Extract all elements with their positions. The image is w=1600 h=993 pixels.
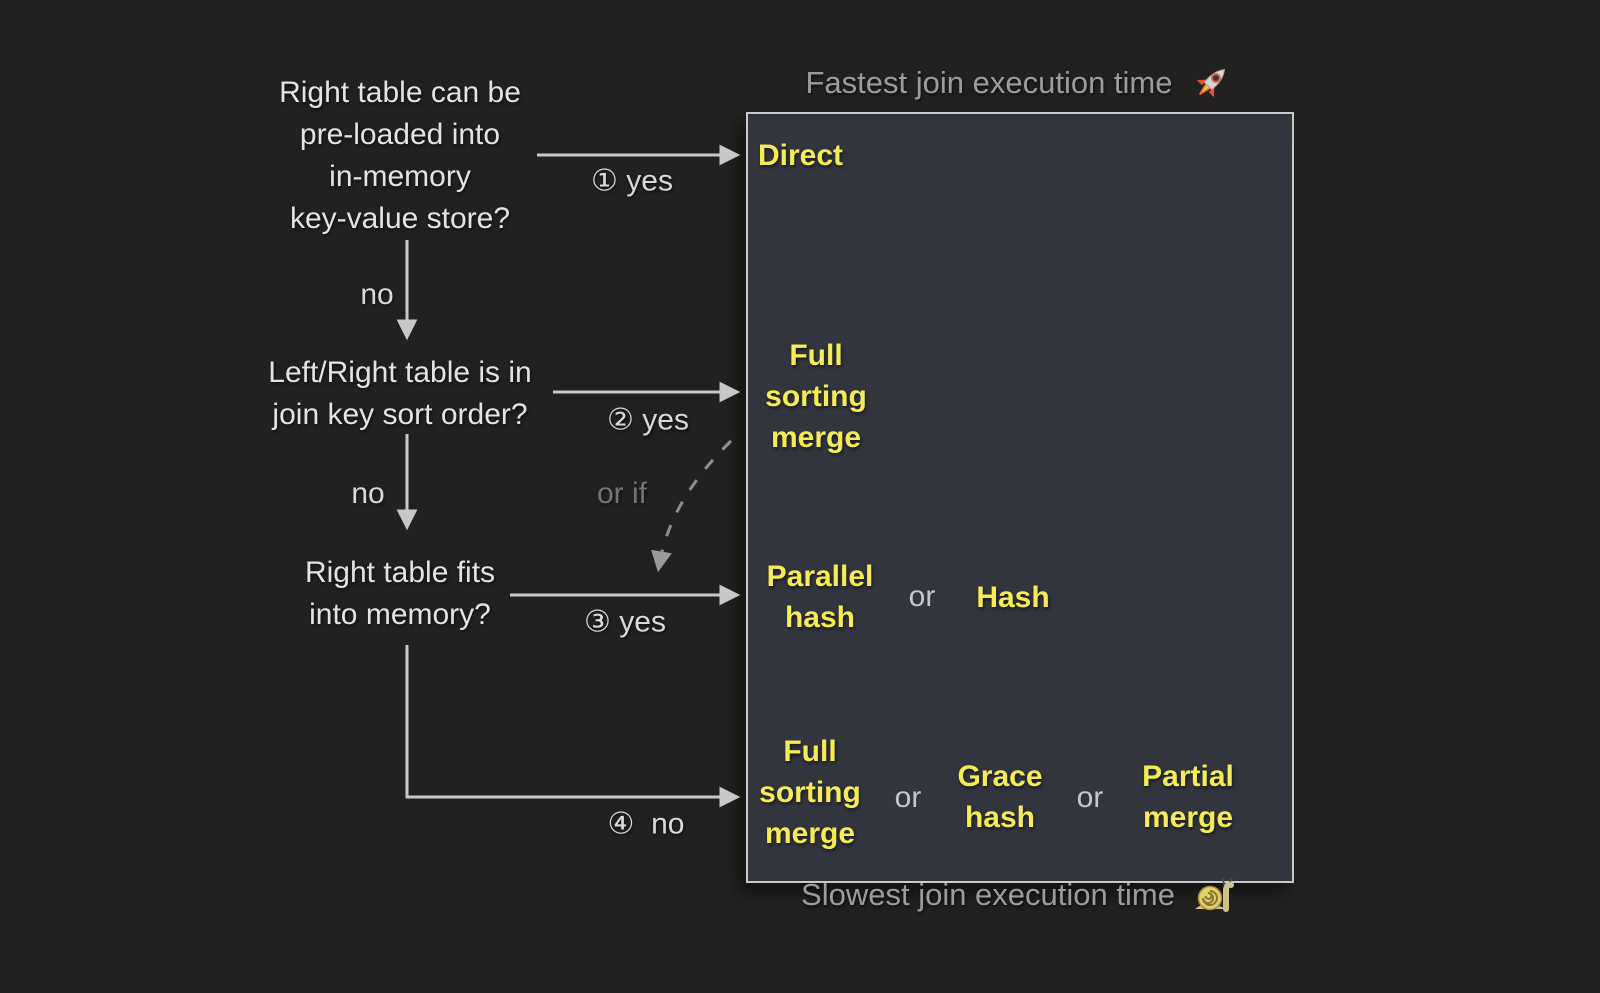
caption-slowest-label: Slowest join execution time [801, 877, 1175, 912]
algorithm-parallel-hash: Parallel hash [766, 560, 874, 634]
edge-label-or-if: or if [596, 477, 648, 510]
algorithm-partial-merge: Partial merge [1142, 760, 1234, 834]
arrow-or-if-dashed [651, 439, 733, 573]
edge-label-3-yes: ③ yes [584, 605, 666, 639]
question-sort-order: Left/Right table is in join key sort ord… [268, 356, 532, 431]
join-speed-panel [746, 112, 1294, 883]
or-separator-row3: or [908, 580, 936, 613]
algorithm-direct: Direct [758, 139, 844, 172]
question-preload-kv-store: Right table can be pre-loaded into in-me… [279, 76, 521, 235]
algorithm-full-sorting-merge: Full sorting merge [765, 339, 867, 454]
algorithm-full-sorting-merge-slow: Full sorting merge [759, 735, 861, 850]
edge-label-1-yes: ① yes [591, 164, 673, 198]
arrow-no-4 [405, 645, 741, 808]
question-fits-memory: Right table fits into memory? [304, 556, 496, 631]
algorithm-hash: Hash [976, 581, 1050, 614]
caption-slowest: Slowest join execution time [746, 872, 1292, 918]
snail-icon [1191, 875, 1237, 915]
or-separator-row4-b: or [1076, 781, 1104, 814]
caption-fastest-label: Fastest join execution time [805, 65, 1173, 100]
edge-label-4-no: ④ no [607, 807, 685, 841]
edge-label-2-yes: ② yes [607, 403, 689, 437]
algorithm-grace-hash: Grace hash [957, 760, 1043, 834]
caption-fastest: Fastest join execution time [746, 60, 1292, 106]
edge-label-no-1: no [360, 278, 394, 311]
rocket-icon [1189, 61, 1233, 105]
or-separator-row4-a: or [894, 781, 922, 814]
edge-label-no-2: no [351, 477, 385, 510]
